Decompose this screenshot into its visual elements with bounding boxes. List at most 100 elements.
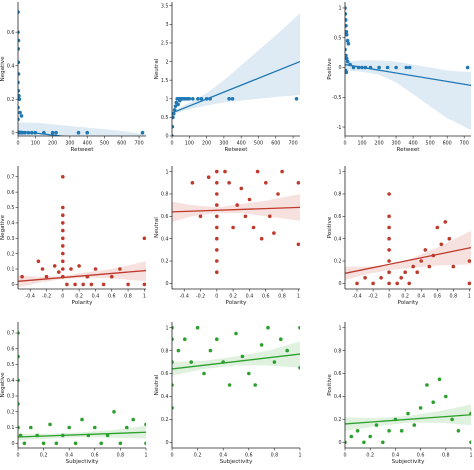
data-point (247, 371, 251, 376)
data-point (61, 175, 65, 179)
data-point (80, 417, 84, 422)
x-tick-label: -0.2 (42, 294, 51, 300)
data-point (345, 33, 349, 37)
data-point (253, 383, 257, 387)
data-point (140, 130, 145, 135)
subplot-7: 0 0.2 0.4 0.6 0.8 1 0 0.1 0.2 0.3 0.4 0.5 0.6 0.7 Subj… (0, 322, 148, 465)
data-point (191, 97, 195, 101)
data-point (126, 282, 130, 287)
x-tick-label: 0.4 (392, 453, 400, 459)
subplot-9: 0 0.2 0.4 0.6 0.8 1 0 0.2 0.4 0.6 0.8 1 Subjectivity… (327, 322, 473, 465)
y-axis-label: Positive (327, 216, 333, 238)
data-point (176, 348, 181, 353)
confidence-band (18, 122, 146, 136)
subplot-4: -0.4 -0.2 0 0.2 0.4 0.6 0.8 1 0 0.1 0.2 0.3 0.4 0.5 0.… (0, 166, 146, 306)
data-point (18, 94, 21, 98)
data-point (61, 251, 65, 256)
x-tick-label: 0.8 (117, 453, 125, 459)
x-tick-label: 400 (237, 141, 246, 147)
x-tick-label: 0 (215, 294, 218, 300)
data-point (345, 6, 347, 10)
data-point (142, 236, 146, 241)
data-point (371, 281, 375, 286)
data-point (427, 264, 432, 269)
x-tick-label: 0 (388, 294, 391, 300)
y-tick-label: 0.6 (7, 346, 15, 352)
data-point (231, 225, 235, 230)
y-tick-label: 0.5 (161, 115, 169, 121)
data-point (173, 104, 178, 108)
x-tick-label: 0.4 (246, 294, 254, 300)
data-point (65, 282, 69, 287)
data-point (259, 236, 264, 241)
data-point (345, 12, 348, 16)
confidence-band (172, 13, 300, 115)
y-tick-label: 2.5 (161, 41, 169, 47)
data-point (18, 331, 20, 335)
data-point (215, 236, 219, 241)
data-point (374, 423, 379, 427)
data-point (443, 220, 448, 224)
data-point (399, 276, 404, 280)
x-axis-label: Subjectivity (220, 459, 254, 465)
data-point (387, 214, 391, 219)
data-point (41, 441, 46, 446)
x-tick-label: 0.8 (124, 294, 132, 300)
regression-line (345, 246, 471, 274)
data-point (77, 264, 81, 268)
y-tick-label: 0.5 (7, 205, 15, 211)
data-point (368, 434, 373, 439)
confidence-band (18, 261, 146, 288)
x-tick-label: 0.6 (245, 453, 253, 459)
data-point (251, 225, 256, 230)
y-tick-label: 0 (338, 65, 341, 71)
x-tick-label: 0 (170, 141, 173, 147)
data-point (355, 281, 359, 286)
x-axis-label: Polarity (398, 300, 420, 306)
data-point (387, 225, 391, 230)
subplot-2: 0 100 200 300 400 500 600 700 0 0.5 1 1.5 2 2.5 3 3.5 Re… (154, 2, 300, 153)
x-tick-label: 400 (83, 141, 92, 147)
x-tick-label: 0 (343, 141, 346, 147)
data-point (450, 417, 454, 422)
data-point (18, 105, 20, 110)
x-tick-label: 0.4 (417, 294, 425, 300)
data-point (407, 281, 412, 286)
data-point (54, 441, 59, 446)
data-point (379, 276, 383, 280)
regression-line (172, 60, 300, 114)
data-point (93, 267, 98, 271)
x-axis-label: Polarity (226, 300, 248, 306)
data-point (18, 80, 20, 85)
data-point (279, 337, 283, 342)
data-point (101, 282, 106, 287)
data-point (423, 248, 428, 252)
data-point (425, 383, 429, 387)
y-tick-label: -1 (337, 125, 342, 131)
y-tick-label: 0.5 (334, 35, 342, 41)
x-tick-label: -0.4 (26, 294, 35, 300)
x-tick-label: 200 (374, 141, 383, 147)
regression-line (345, 63, 471, 87)
x-axis-label: Subjectivity (392, 459, 426, 465)
y-axis-label: Positive (327, 58, 333, 80)
data-point (215, 169, 219, 174)
data-point (73, 282, 77, 287)
data-point (298, 366, 300, 370)
y-tick-label: 0.8 (334, 348, 342, 354)
y-tick-label: 0.2 (161, 417, 169, 423)
data-point (394, 65, 398, 70)
data-point (81, 282, 85, 287)
x-tick-label: 300 (219, 141, 228, 147)
data-point (18, 60, 21, 65)
data-point (172, 108, 177, 112)
data-point (215, 181, 219, 185)
y-tick-label: 0 (11, 130, 14, 136)
y-tick-label: 0.6 (7, 190, 15, 196)
y-tick-label: 0.2 (334, 417, 342, 423)
y-tick-label: 0.2 (161, 259, 169, 265)
data-point (223, 169, 227, 174)
data-point (189, 360, 193, 364)
y-tick-label: 0 (165, 281, 168, 287)
